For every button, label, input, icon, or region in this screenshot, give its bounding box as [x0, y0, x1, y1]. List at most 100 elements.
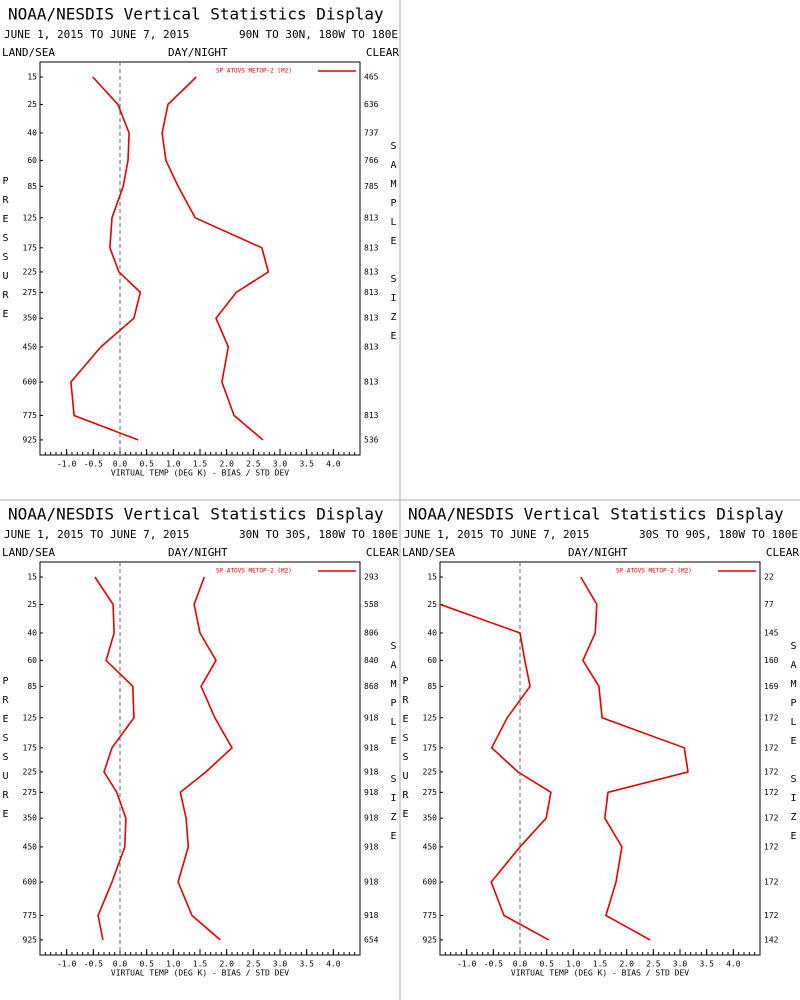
x-tick-label: 2.5 — [246, 460, 261, 469]
x-tick-label: 3.0 — [273, 960, 288, 969]
x-tick-label: 3.5 — [299, 460, 314, 469]
legend-label: SP ATOVS METOP-2 (M2) — [216, 568, 292, 575]
clear-label: CLEAR — [366, 46, 399, 59]
y-tick-label: 175 — [23, 743, 38, 752]
sample-size-label: 737 — [364, 128, 379, 137]
sample-size-label: 172 — [764, 911, 779, 920]
sample-size-label: 918 — [364, 842, 379, 851]
sample-size-label: 868 — [364, 682, 379, 691]
x-tick-label: 0.0 — [513, 960, 528, 969]
y-axis-label: PRESSURE — [0, 676, 11, 828]
y-tick-label: 85 — [27, 182, 37, 191]
sample-size-label: 785 — [364, 182, 379, 191]
sample-size-label: 654 — [364, 935, 379, 944]
day-night-label: DAY/NIGHT — [568, 546, 628, 559]
sample-size-label: 172 — [764, 767, 779, 776]
x-axis-label: VIRTUAL TEMP (DEG K) - BIAS / STD DEV — [111, 969, 289, 978]
y-tick-label: 350 — [23, 814, 38, 823]
x-tick-label: 3.5 — [699, 960, 714, 969]
y-tick-label: 40 — [427, 628, 437, 637]
x-tick-label: 4.0 — [326, 460, 341, 469]
y-tick-label: 600 — [423, 878, 438, 887]
x-tick-label: 0.0 — [113, 460, 128, 469]
sample-size-label: 918 — [364, 767, 379, 776]
legend-label: SP ATOVS METOP-2 (M2) — [216, 68, 292, 75]
sample-size-label: 172 — [764, 743, 779, 752]
x-tick-label: 2.0 — [619, 960, 634, 969]
y-tick-label: 125 — [423, 713, 438, 722]
legend-label: SP ATOVS METOP-2 (M2) — [616, 568, 692, 575]
chart-title: NOAA/NESDIS Vertical Statistics Display — [8, 5, 384, 24]
sample-size-label: 142 — [764, 935, 779, 944]
y-tick-label: 60 — [27, 656, 37, 665]
sample-size-label: 813 — [364, 378, 379, 387]
y-tick-label: 15 — [27, 573, 37, 582]
x-axis-label: VIRTUAL TEMP (DEG K) - BIAS / STD DEV — [511, 969, 689, 978]
x-tick-label: -0.5 — [84, 460, 103, 469]
sample-size-label: 766 — [364, 156, 379, 165]
land-sea-label: LAND/SEA — [2, 46, 55, 59]
y-tick-label: 25 — [427, 600, 437, 609]
day-night-label: DAY/NIGHT — [168, 546, 228, 559]
y-tick-label: 450 — [423, 842, 438, 851]
std-dev-line — [177, 576, 234, 941]
y-tick-label: 450 — [23, 842, 38, 851]
sample-size-label: 813 — [364, 243, 379, 252]
y2-axis-label: SAMPLE SIZE — [788, 641, 799, 850]
region: 90N TO 30N, 180W TO 180E — [239, 28, 398, 41]
y-tick-label: 85 — [427, 682, 437, 691]
y-axis-label: PRESSURE — [400, 676, 411, 828]
sample-size-label: 536 — [364, 435, 379, 444]
x-tick-label: 1.0 — [566, 960, 581, 969]
x-tick-label: 1.0 — [166, 960, 181, 969]
plot-frame — [39, 61, 361, 456]
std-dev-line — [580, 576, 689, 941]
sample-size-label: 813 — [364, 314, 379, 323]
sample-size-label: 918 — [364, 788, 379, 797]
x-axis-label: VIRTUAL TEMP (DEG K) - BIAS / STD DEV — [111, 469, 289, 478]
y-tick-label: 25 — [27, 600, 37, 609]
sample-size-label: 813 — [364, 342, 379, 351]
date-range: JUNE 1, 2015 TO JUNE 7, 2015 — [4, 28, 189, 41]
sample-size-label: 918 — [364, 911, 379, 920]
panel: NOAA/NESDIS Vertical Statistics Display J… — [0, 505, 399, 978]
x-tick-label: 3.0 — [273, 460, 288, 469]
x-tick-label: 0.5 — [539, 960, 554, 969]
bias-line — [70, 76, 142, 441]
y-tick-label: 225 — [23, 767, 38, 776]
x-tick-label: 2.5 — [646, 960, 661, 969]
bias-line — [439, 603, 552, 941]
sample-size-label: 918 — [364, 743, 379, 752]
y-tick-label: 350 — [423, 814, 438, 823]
region: 30N TO 30S, 180W TO 180E — [239, 528, 398, 541]
date-range: JUNE 1, 2015 TO JUNE 7, 2015 — [4, 528, 189, 541]
y-tick-label: 925 — [23, 935, 38, 944]
x-tick-label: -1.0 — [57, 960, 76, 969]
y-tick-label: 40 — [27, 628, 37, 637]
sample-size-label: 918 — [364, 814, 379, 823]
sample-size-label: 172 — [764, 713, 779, 722]
y-tick-label: 600 — [23, 878, 38, 887]
y-tick-label: 450 — [23, 342, 38, 351]
x-tick-label: 2.0 — [219, 960, 234, 969]
sample-size-label: 636 — [364, 100, 379, 109]
x-tick-label: 0.0 — [113, 960, 128, 969]
y-tick-label: 15 — [27, 73, 37, 82]
y-tick-label: 60 — [27, 156, 37, 165]
std-dev-line — [161, 76, 270, 441]
y-tick-label: 350 — [23, 314, 38, 323]
y-tick-label: 85 — [27, 682, 37, 691]
sample-size-label: 465 — [364, 73, 379, 82]
clear-label: CLEAR — [366, 546, 399, 559]
y-tick-label: 25 — [27, 100, 37, 109]
y-tick-label: 775 — [423, 911, 438, 920]
y-tick-label: 925 — [423, 935, 438, 944]
clear-label: CLEAR — [766, 546, 799, 559]
chart-title: NOAA/NESDIS Vertical Statistics Display — [408, 505, 784, 524]
sample-size-label: 77 — [764, 600, 774, 609]
chart-title: NOAA/NESDIS Vertical Statistics Display — [8, 505, 384, 524]
bias-line — [94, 576, 135, 941]
sample-size-label: 918 — [364, 878, 379, 887]
sample-size-label: 813 — [364, 288, 379, 297]
